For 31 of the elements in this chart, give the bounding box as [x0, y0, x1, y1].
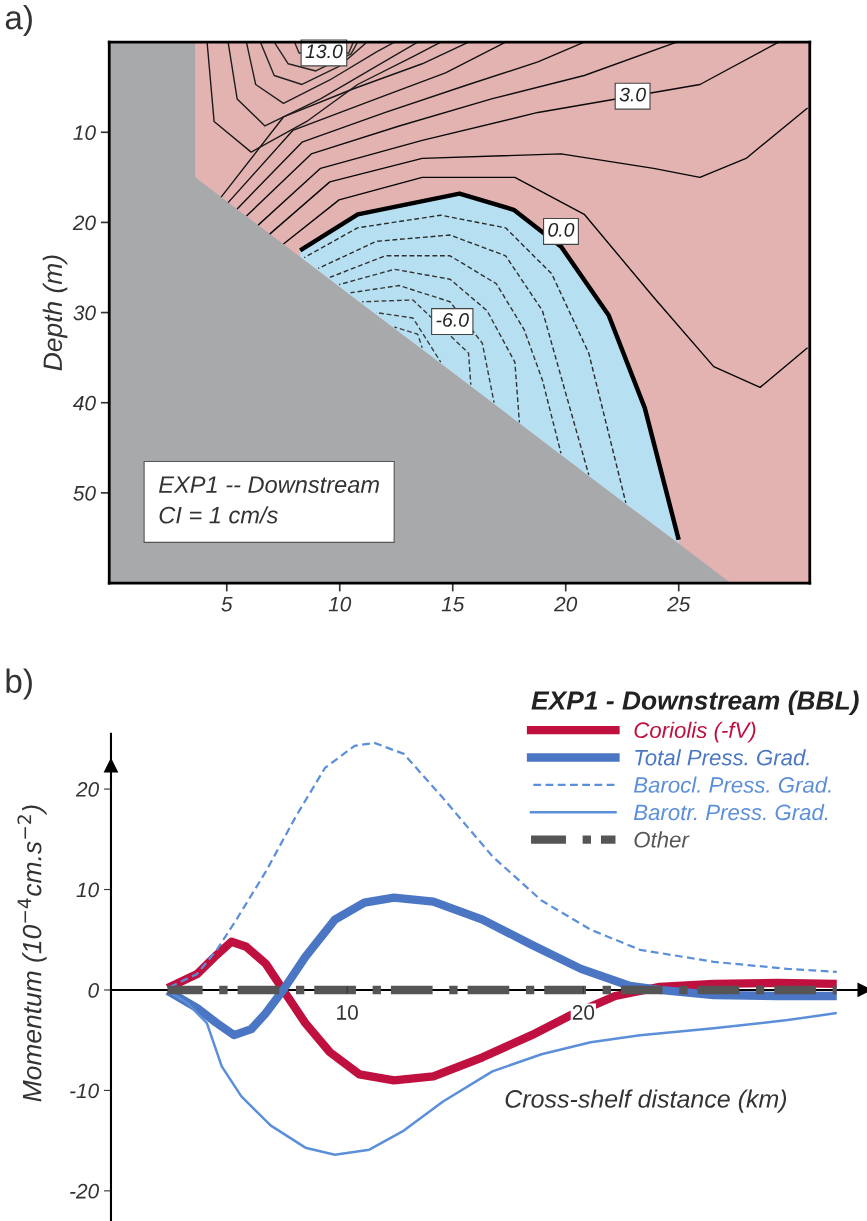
legend-title: EXP1 - Downstream (BBL)	[531, 690, 859, 716]
y-axis-title: Momentum (10$^{−4}$cm.s$^{−2}$)	[17, 805, 47, 1102]
y-tick-label: 10	[73, 125, 96, 141]
y-tick-label: 10	[76, 882, 99, 898]
chart-title: a)	[5, 4, 32, 36]
legend-label: Barotr. Press. Grad.	[633, 803, 828, 821]
x-tick-label: 10	[328, 596, 352, 612]
y-tick-label: 20	[75, 782, 99, 797]
y-tick-label: 0	[88, 982, 99, 998]
y-tick-label: 40	[73, 395, 96, 411]
y-tick-label: 50	[73, 485, 96, 501]
annotation: EXP1 -- Downstream CI = 1 cm/s	[159, 476, 379, 524]
legend-label: Coriolis (-fV)	[634, 721, 756, 743]
x-tick-label: 15	[441, 596, 465, 612]
y-tick-label: 30	[73, 305, 96, 321]
legend-label: Barocl. Press. Grad.	[633, 776, 831, 793]
x-tick-label: 25	[667, 596, 691, 612]
y-tick-label: -10	[70, 1083, 99, 1099]
annotation: 0.0	[548, 222, 575, 237]
chart-title: b)	[6, 668, 32, 700]
annotation: 13.0	[305, 44, 343, 59]
x-tick-label: 20	[554, 596, 578, 612]
x-tick-label: 5	[221, 596, 233, 612]
y-tick-label: 20	[72, 215, 96, 231]
y-axis-title: Depth (m)	[42, 255, 68, 371]
y-tick-label: -20	[70, 1183, 99, 1199]
legend-label: Total Press. Grad.	[635, 749, 809, 766]
legend-label: Other	[634, 831, 690, 848]
annotation: -6.0	[436, 313, 469, 327]
x-axis-title: Cross-shelf distance (km)	[505, 1089, 787, 1113]
annotation: 3.0	[619, 87, 646, 102]
